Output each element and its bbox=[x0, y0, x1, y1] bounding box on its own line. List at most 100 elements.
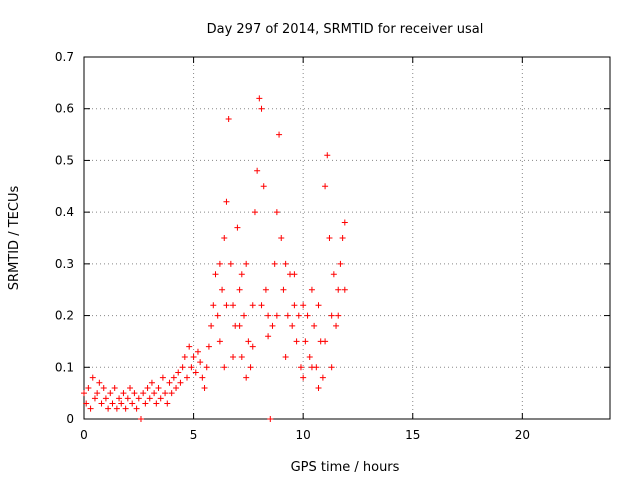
data-point bbox=[243, 374, 250, 381]
x-axis-label: GPS time / hours bbox=[291, 460, 400, 475]
data-point bbox=[302, 338, 309, 345]
data-point bbox=[238, 271, 245, 278]
data-point bbox=[148, 379, 155, 386]
data-point bbox=[208, 322, 215, 329]
data-point bbox=[184, 374, 191, 381]
data-point bbox=[291, 302, 298, 309]
data-point bbox=[140, 390, 147, 397]
data-point bbox=[236, 286, 243, 293]
data-point bbox=[221, 235, 228, 241]
y-tick-label: 0.5 bbox=[55, 153, 74, 167]
data-point bbox=[89, 374, 96, 381]
data-point bbox=[155, 384, 162, 391]
data-point bbox=[238, 353, 245, 360]
y-tick-label: 0.1 bbox=[55, 360, 74, 374]
data-point bbox=[341, 219, 348, 226]
x-tick-label: 15 bbox=[405, 428, 420, 442]
axis-ticks: 0 0.1 0.2 0.3 0.4 0.5 0.6 0.7 0 5 10 15 20 bbox=[55, 50, 610, 442]
data-point bbox=[265, 312, 272, 319]
x-tick-label: 0 bbox=[80, 428, 88, 442]
data-point bbox=[300, 374, 307, 381]
data-point bbox=[216, 338, 223, 345]
data-point bbox=[199, 374, 206, 381]
data-point bbox=[308, 364, 315, 371]
data-point bbox=[216, 260, 223, 267]
data-point bbox=[168, 390, 175, 397]
data-point bbox=[212, 271, 219, 278]
data-point bbox=[190, 353, 197, 360]
data-point bbox=[170, 374, 177, 381]
data-point bbox=[304, 312, 311, 319]
chart-title: Day 297 of 2014, SRMTID for receiver usa… bbox=[207, 22, 484, 37]
data-point bbox=[341, 286, 348, 293]
data-point bbox=[284, 312, 291, 319]
data-point bbox=[260, 183, 267, 190]
data-point bbox=[291, 271, 298, 278]
data-point bbox=[300, 302, 307, 309]
data-point bbox=[188, 364, 195, 371]
data-point bbox=[337, 260, 344, 267]
y-tick-label: 0.4 bbox=[55, 205, 74, 219]
data-point bbox=[227, 260, 234, 267]
data-point bbox=[273, 209, 280, 216]
data-point bbox=[85, 384, 92, 391]
data-point bbox=[102, 395, 109, 402]
data-point bbox=[247, 364, 254, 371]
data-point bbox=[107, 390, 114, 397]
data-point bbox=[249, 302, 256, 309]
data-point bbox=[116, 395, 123, 402]
y-tick-label: 0.7 bbox=[55, 50, 74, 64]
data-point bbox=[271, 260, 278, 267]
data-point bbox=[151, 390, 158, 397]
data-point bbox=[324, 152, 331, 159]
data-point bbox=[339, 235, 346, 241]
data-point bbox=[214, 312, 221, 319]
data-point bbox=[251, 209, 258, 216]
data-point bbox=[230, 302, 237, 309]
data-point bbox=[129, 400, 136, 407]
data-point bbox=[236, 322, 243, 329]
data-point bbox=[109, 400, 116, 407]
data-point bbox=[98, 400, 105, 407]
data-point bbox=[311, 322, 318, 329]
data-point bbox=[258, 302, 265, 309]
data-point bbox=[223, 198, 230, 205]
data-point bbox=[230, 353, 237, 360]
data-point bbox=[201, 384, 208, 391]
data-point bbox=[142, 400, 149, 407]
data-point bbox=[192, 369, 199, 376]
data-point bbox=[282, 353, 289, 360]
data-point bbox=[245, 338, 252, 345]
y-tick-label: 0.3 bbox=[55, 257, 74, 271]
data-point bbox=[273, 312, 280, 319]
y-axis-label: SRMTID / TECUs bbox=[7, 186, 22, 291]
x-tick-label: 20 bbox=[515, 428, 530, 442]
data-point bbox=[308, 286, 315, 293]
data-point bbox=[210, 302, 217, 309]
data-point bbox=[276, 131, 283, 138]
data-point bbox=[205, 343, 212, 350]
data-point bbox=[293, 338, 300, 345]
data-point bbox=[267, 416, 274, 422]
data-point bbox=[330, 271, 337, 278]
data-point bbox=[269, 322, 276, 329]
x-tick-label: 10 bbox=[296, 428, 311, 442]
y-tick-label: 0.2 bbox=[55, 309, 74, 323]
data-point bbox=[194, 348, 201, 355]
data-point bbox=[234, 224, 241, 231]
data-point bbox=[254, 167, 261, 174]
data-point bbox=[81, 390, 87, 397]
data-point bbox=[144, 384, 151, 391]
data-point bbox=[120, 390, 127, 397]
data-point bbox=[328, 364, 335, 371]
data-point bbox=[335, 286, 342, 293]
data-point bbox=[157, 395, 164, 402]
data-point bbox=[223, 302, 230, 309]
data-point bbox=[127, 384, 134, 391]
data-point bbox=[179, 364, 186, 371]
data-point bbox=[197, 359, 204, 366]
data-point bbox=[131, 390, 138, 397]
data-point bbox=[289, 322, 296, 329]
data-point bbox=[162, 390, 169, 397]
data-point bbox=[177, 379, 184, 386]
